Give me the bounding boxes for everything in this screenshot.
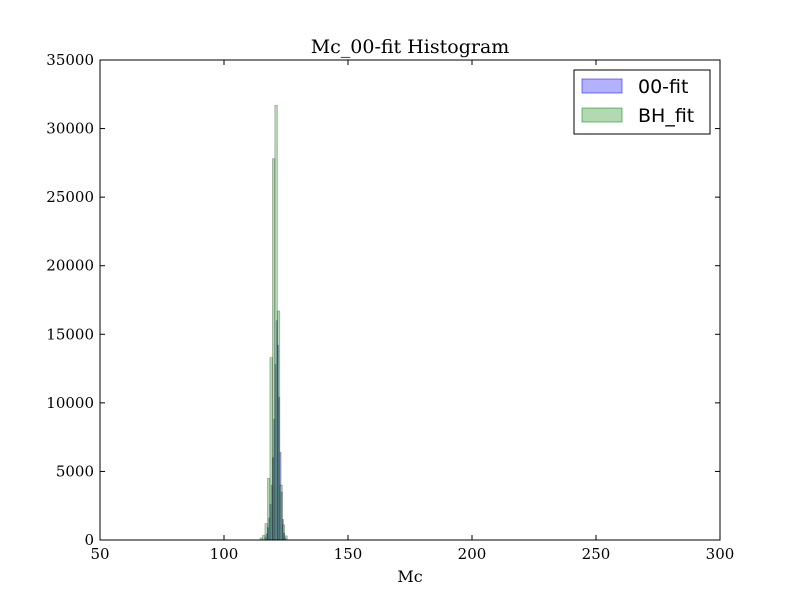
legend-label-00-fit: 00-fit [638, 76, 688, 98]
y-tick-label-7: 35000 [46, 51, 94, 69]
bar-bh-fit-2 [264, 523, 268, 541]
plot-frame [99, 59, 721, 541]
bar-bh-fit-6 [274, 104, 278, 541]
x-axis-label: Mc [397, 567, 422, 586]
bar-bh-fit-1 [262, 534, 266, 541]
bar-bh-fit-10 [284, 535, 288, 541]
x-tick-label-5: 300 [706, 545, 735, 563]
y-tick-label-0: 0 [84, 531, 94, 549]
x-tick-label-0: 50 [90, 545, 109, 563]
y-tick-label-5: 25000 [46, 188, 94, 206]
bar-bh-fit-9 [281, 524, 286, 541]
bar-bh-fit-8 [279, 484, 283, 541]
bar-bh-fit-7 [277, 310, 281, 541]
y-tick-label-6: 30000 [46, 120, 94, 138]
legend-swatch-00-fit [581, 78, 623, 94]
legend-label-bh-fit: BH_fit [638, 105, 694, 127]
x-tick-label-3: 200 [458, 545, 487, 563]
bars-layer [259, 104, 288, 541]
bar-bh-fit-4 [269, 357, 273, 541]
bar-bh-fit-3 [267, 477, 271, 541]
y-tick-label-2: 10000 [46, 394, 94, 412]
ticks-layer: 50 100 150 200 250 300 0 5000 10000 15000 20000 250… [46, 51, 734, 563]
y-tick-label-4: 20000 [46, 257, 94, 275]
chart-title: Mc_00-fit Histogram [311, 36, 510, 58]
x-tick-label-4: 250 [582, 545, 611, 563]
legend: 00-fit BH_fit [573, 69, 711, 135]
y-tick-label-1: 5000 [56, 462, 94, 480]
x-tick-label-2: 150 [334, 545, 363, 563]
x-tick-label-1: 100 [210, 545, 239, 563]
bar-bh-fit-5 [272, 158, 276, 541]
legend-swatch-bh-fit [581, 107, 623, 123]
y-tick-label-3: 15000 [46, 325, 94, 343]
legend-box [573, 69, 711, 135]
